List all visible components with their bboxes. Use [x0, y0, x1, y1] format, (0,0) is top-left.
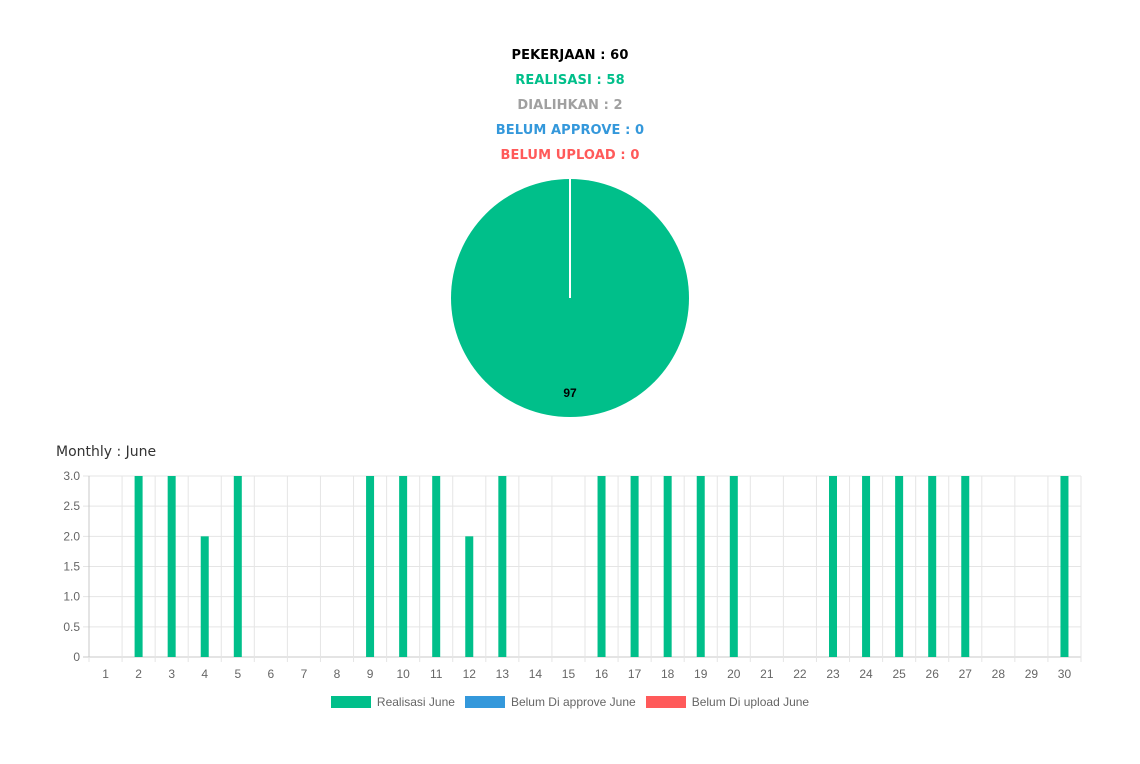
bar-0-4[interactable] [200, 536, 209, 657]
x-tick-label: 23 [826, 667, 840, 681]
x-tick-label: 9 [367, 667, 374, 681]
y-tick-label: 2.0 [63, 529, 80, 543]
y-tick-label: 2.5 [63, 499, 80, 513]
bar-0-23[interactable] [829, 476, 837, 657]
x-tick-label: 27 [959, 667, 973, 681]
x-tick-label: 19 [694, 667, 708, 681]
bar-0-13[interactable] [498, 476, 507, 657]
monthly-chart-title: Monthly : June [56, 444, 157, 460]
bar-0-10[interactable] [399, 476, 408, 657]
x-tick-label: 20 [727, 667, 741, 681]
bar-0-19[interactable] [696, 476, 705, 657]
dialihkan-count: DIALIHKAN : 2 [517, 98, 623, 113]
bar-0-27[interactable] [961, 476, 970, 657]
y-tick-label: 1.5 [63, 560, 80, 574]
legend-item-2[interactable]: Belum Di upload June [645, 695, 810, 709]
x-tick-label: 24 [859, 667, 873, 681]
bar-0-11[interactable] [432, 476, 441, 657]
x-tick-label: 12 [463, 667, 477, 681]
pie-slice-label: 97 [563, 386, 577, 400]
x-tick-label: 10 [396, 667, 410, 681]
x-tick-label: 7 [301, 667, 308, 681]
bar-0-2[interactable] [134, 476, 143, 657]
x-tick-label: 11 [430, 667, 443, 681]
legend-item-0[interactable]: Realisasi June [330, 695, 455, 709]
y-tick-label: 3.0 [63, 469, 80, 483]
x-tick-label: 6 [268, 667, 275, 681]
bar-0-20[interactable] [729, 476, 738, 657]
x-tick-label: 26 [926, 667, 940, 681]
bar-0-25[interactable] [895, 476, 904, 657]
x-tick-label: 2 [135, 667, 142, 681]
x-tick-label: 28 [992, 667, 1006, 681]
legend-label: Belum Di upload June [691, 695, 810, 709]
legend-swatch [645, 696, 686, 708]
x-tick-label: 8 [334, 667, 341, 681]
x-tick-label: 25 [892, 667, 906, 681]
belum-upload-count: BELUM UPLOAD : 0 [500, 148, 640, 163]
x-tick-label: 13 [496, 667, 510, 681]
bar-0-3[interactable] [167, 476, 176, 657]
x-tick-label: 14 [529, 667, 543, 681]
summary-panel: PEKERJAAN : 60 REALISASI : 58 DIALIHKAN … [0, 43, 1140, 168]
x-tick-label: 3 [168, 667, 175, 681]
x-tick-label: 21 [760, 667, 774, 681]
pie-chart[interactable]: 97 [440, 170, 700, 430]
x-tick-label: 18 [661, 667, 675, 681]
y-tick-label: 0 [73, 650, 80, 664]
monthly-bar-chart[interactable]: 0 0.5 1.0 1.5 2.0 2.5 3.0 1 2 3 4 5 6 7 8 9 10 11 12 13 14 15… [0, 460, 1140, 690]
x-tick-label: 1 [102, 667, 109, 681]
chart-legend: Realisasi June Belum Di approve June Belum… [0, 695, 1140, 709]
bar-0-9[interactable] [366, 476, 375, 657]
bar-0-18[interactable] [663, 476, 672, 657]
x-tick-label: 5 [234, 667, 241, 681]
belum-approve-count: BELUM APPROVE : 0 [495, 123, 645, 138]
legend-swatch [464, 696, 505, 708]
bar-0-17[interactable] [630, 476, 639, 657]
x-tick-label: 17 [628, 667, 642, 681]
legend-item-1[interactable]: Belum Di approve June [464, 695, 636, 709]
pekerjaan-count: PEKERJAAN : 60 [511, 48, 629, 63]
bar-0-30[interactable] [1060, 476, 1069, 657]
realisasi-count: REALISASI : 58 [515, 73, 625, 88]
legend-label: Realisasi June [376, 695, 455, 709]
x-tick-label: 29 [1025, 667, 1039, 681]
bar-0-24[interactable] [862, 476, 871, 657]
x-tick-label: 4 [201, 667, 208, 681]
y-tick-label: 1.0 [63, 590, 80, 604]
x-tick-label: 30 [1058, 667, 1072, 681]
y-tick-label: 0.5 [63, 620, 80, 634]
x-tick-label: 15 [562, 667, 576, 681]
legend-label: Belum Di approve June [510, 695, 636, 709]
bar-0-12[interactable] [465, 536, 474, 657]
bar-0-26[interactable] [928, 476, 937, 657]
x-tick-label: 16 [595, 667, 609, 681]
x-tick-label: 22 [793, 667, 807, 681]
bar-0-16[interactable] [597, 476, 606, 657]
legend-swatch [330, 696, 371, 708]
bar-0-5[interactable] [233, 476, 242, 657]
